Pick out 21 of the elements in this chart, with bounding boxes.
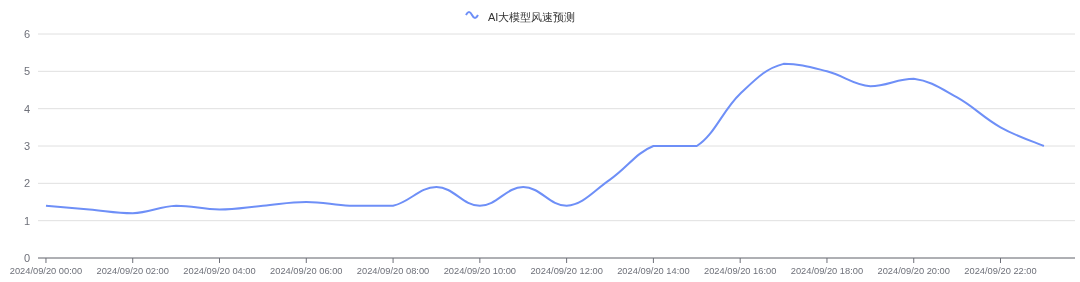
x-tick-label: 2024/09/20 06:00 <box>270 266 343 276</box>
x-tick-label: 2024/09/20 02:00 <box>96 266 169 276</box>
x-tick-label: 2024/09/20 20:00 <box>877 266 950 276</box>
y-tick-label: 1 <box>23 214 30 227</box>
x-tick-label: 2024/09/20 10:00 <box>443 266 517 276</box>
legend: AI大模型风速预测 <box>465 11 576 23</box>
x-tick-label: 2024/09/20 12:00 <box>530 266 603 276</box>
legend-label: AI大模型风速预测 <box>488 11 576 23</box>
y-tick-label: 4 <box>23 102 30 115</box>
x-tick-label: 2024/09/20 16:00 <box>703 266 777 276</box>
x-tick-label: 2024/09/20 08:00 <box>356 266 430 276</box>
y-tick-label: 5 <box>23 65 30 78</box>
x-tick-label: 2024/09/20 18:00 <box>790 266 864 276</box>
x-tick-label: 2024/09/20 04:00 <box>183 266 256 276</box>
y-tick-label: 0 <box>23 252 30 264</box>
y-tick-label: 6 <box>23 28 30 40</box>
y-tick-label: 3 <box>23 140 30 152</box>
x-tick-label: 2024/09/20 22:00 <box>964 266 1037 276</box>
y-tick-label: 2 <box>23 177 30 190</box>
x-tick-label: 2024/09/20 14:00 <box>617 266 690 276</box>
x-tick-label: 2024/09/20 00:00 <box>9 266 83 276</box>
